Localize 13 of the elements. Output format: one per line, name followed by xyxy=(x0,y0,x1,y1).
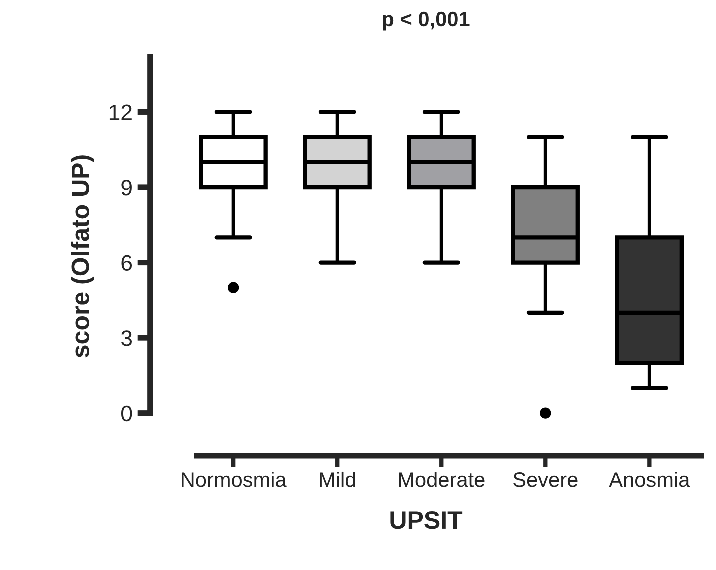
x-tick-label: Moderate xyxy=(399,472,485,488)
x-tick-label: Severe xyxy=(514,472,578,488)
y-tick-label: 0 xyxy=(122,406,132,422)
chart-title: p < 0,001 xyxy=(383,12,470,31)
x-tick-label: Anosmia xyxy=(609,472,690,488)
y-tick-label: 6 xyxy=(122,255,132,272)
y-tick-label: 9 xyxy=(122,180,132,196)
y-axis-title: score (Olfato UP) xyxy=(71,156,94,358)
y-tick-label: 12 xyxy=(110,104,132,120)
x-axis-title: UPSIT xyxy=(390,511,463,530)
x-tick-label: Mild xyxy=(320,472,356,488)
x-tick-label: Normosmia xyxy=(182,472,287,488)
y-tick-label: 3 xyxy=(121,330,132,346)
